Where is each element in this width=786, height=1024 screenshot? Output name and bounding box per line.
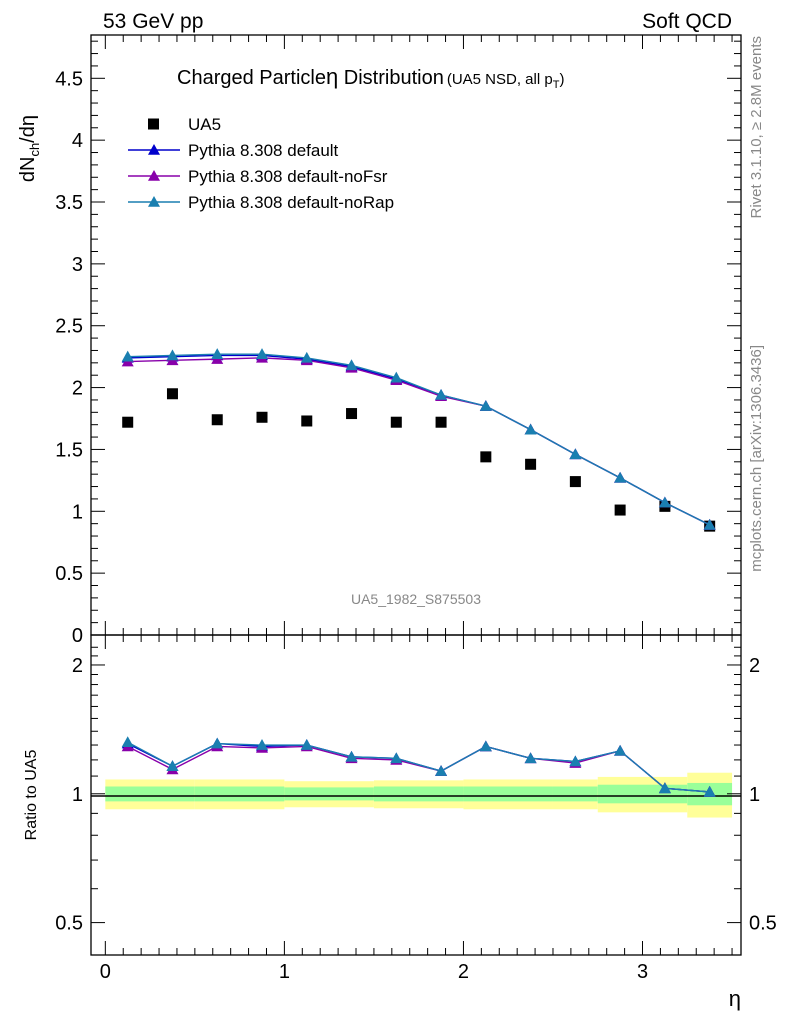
ua5-data-point bbox=[211, 414, 223, 426]
top-series-marker bbox=[524, 423, 537, 435]
ua5-data-point bbox=[525, 458, 537, 470]
y-axis-label-top: dNch/dη bbox=[17, 115, 42, 182]
mcplots-label: mcplots.cern.ch [arXiv:1306.3436] bbox=[748, 345, 765, 572]
top-series-line bbox=[127, 357, 710, 526]
x-tick-label: 0 bbox=[100, 961, 111, 983]
x-tick-label: 2 bbox=[458, 961, 469, 983]
legend: UA5 Pythia 8.308 default Pythia 8.308 defa… bbox=[128, 115, 394, 212]
top-series-marker bbox=[614, 471, 627, 483]
ua5-data-point bbox=[346, 408, 358, 420]
ratio-series-marker bbox=[658, 782, 671, 794]
ratio-series-marker bbox=[256, 739, 269, 750]
legend-label: Pythia 8.308 default-noFsr bbox=[188, 167, 388, 186]
x-axis-label: η bbox=[729, 986, 741, 1011]
top-series-marker bbox=[256, 348, 269, 359]
legend-label: Pythia 8.308 default bbox=[188, 141, 339, 160]
top-series-marker bbox=[121, 350, 134, 362]
top-series-marker bbox=[479, 400, 492, 411]
top-series-line bbox=[127, 354, 710, 526]
legend-marker bbox=[148, 144, 160, 155]
ratio-series-marker bbox=[211, 737, 224, 749]
ratio-series-marker bbox=[479, 740, 492, 752]
ua5-data-point bbox=[256, 411, 268, 423]
ua5-data-point bbox=[301, 415, 313, 427]
ua5-data-point bbox=[480, 451, 492, 463]
ua5-data-point bbox=[122, 416, 134, 428]
ratio-axis-ticks: 0.5 0.5 1 1 2 2 0 1 2 3 bbox=[55, 635, 777, 983]
ratio-series-line bbox=[127, 741, 710, 793]
ua5-data-point bbox=[166, 388, 178, 400]
ratio-series-marker bbox=[345, 750, 358, 762]
ratio-series-marker bbox=[390, 752, 403, 764]
legend-marker-ua5 bbox=[148, 118, 159, 130]
green-band bbox=[194, 786, 285, 802]
legend-marker bbox=[148, 170, 160, 181]
top-y-tick-label: 4.5 bbox=[55, 68, 83, 90]
rivet-label: Rivet 3.1.10, ≥ 2.8M events bbox=[748, 36, 765, 219]
top-y-tick-label: 0.5 bbox=[55, 563, 83, 585]
ratio-y-tick-label-left: 1 bbox=[72, 784, 83, 806]
ratio-y-tick-label-right: 1 bbox=[749, 784, 760, 806]
top-series-line bbox=[127, 353, 710, 526]
green-band bbox=[463, 786, 553, 802]
ua5-data-point bbox=[614, 504, 626, 516]
legend-marker bbox=[148, 196, 160, 207]
ratio-series-marker bbox=[435, 765, 448, 776]
top-series-marker bbox=[435, 389, 448, 400]
top-marks bbox=[121, 348, 716, 532]
analysis-id: UA5_1982_S875503 bbox=[351, 591, 481, 607]
top-y-tick-label: 2 bbox=[72, 378, 83, 400]
top-series-marker bbox=[300, 351, 313, 363]
top-y-tick-label: 3 bbox=[72, 254, 83, 276]
ua5-data-point bbox=[569, 476, 581, 488]
ratio-series-marker bbox=[569, 755, 582, 767]
green-band bbox=[284, 787, 374, 801]
top-series-marker bbox=[211, 348, 224, 359]
ratio-marks bbox=[121, 736, 716, 797]
header-left: 53 GeV pp bbox=[103, 10, 203, 33]
top-y-tick-label: 2.5 bbox=[55, 316, 83, 338]
top-series-marker bbox=[658, 496, 671, 508]
ua5-data-point bbox=[390, 416, 402, 428]
y-axis-label-ratio: Ratio to UA5 bbox=[23, 750, 40, 841]
ratio-series-marker bbox=[614, 744, 627, 756]
ratio-series-marker bbox=[121, 736, 134, 747]
x-tick-label: 1 bbox=[279, 961, 290, 983]
top-y-tick-label: 0 bbox=[72, 625, 83, 647]
ratio-uncertainty-bands bbox=[105, 772, 733, 818]
ratio-y-tick-label-right: 0.5 bbox=[749, 913, 777, 935]
x-tick-label: 3 bbox=[637, 961, 648, 983]
ratio-series-marker bbox=[166, 760, 179, 772]
top-series-marker bbox=[166, 349, 179, 361]
ratio-series-marker bbox=[524, 752, 537, 764]
top-y-tick-label: 3.5 bbox=[55, 192, 83, 214]
main-panel: 0 0.5 1 1.5 2 2.5 3 3.5 4 4.5 bbox=[55, 34, 742, 647]
green-band bbox=[105, 786, 195, 802]
green-band bbox=[373, 786, 464, 802]
top-series-marker bbox=[345, 359, 358, 371]
top-axis-ticks: 0 0.5 1 1.5 2 2.5 3 3.5 4 4.5 bbox=[55, 35, 741, 647]
ratio-series-marker bbox=[300, 739, 313, 750]
ratio-y-tick-label-left: 0.5 bbox=[55, 913, 83, 935]
ratio-panel-frame bbox=[90, 634, 742, 956]
ua5-data-point bbox=[435, 416, 447, 428]
legend-label: Pythia 8.308 default-noRap bbox=[188, 193, 394, 212]
chart-title: Charged Particleη Distribution (UA5 NSD, … bbox=[177, 64, 564, 91]
top-y-tick-label: 1 bbox=[72, 501, 83, 523]
ratio-y-tick-label-left: 2 bbox=[72, 655, 83, 677]
green-band bbox=[552, 786, 598, 802]
top-series-marker bbox=[703, 518, 716, 530]
top-series-marker bbox=[390, 371, 403, 383]
header-right: Soft QCD bbox=[642, 10, 732, 33]
top-y-tick-label: 4 bbox=[72, 130, 83, 152]
top-y-tick-label: 1.5 bbox=[55, 439, 83, 461]
legend-label: UA5 bbox=[188, 115, 221, 134]
ratio-series-marker bbox=[703, 785, 716, 797]
green-band bbox=[597, 784, 688, 804]
ratio-y-tick-label-right: 2 bbox=[749, 655, 760, 677]
ratio-panel: 0.5 0.5 1 1 2 2 0 1 2 3 bbox=[55, 634, 777, 983]
top-series-marker bbox=[569, 448, 582, 460]
